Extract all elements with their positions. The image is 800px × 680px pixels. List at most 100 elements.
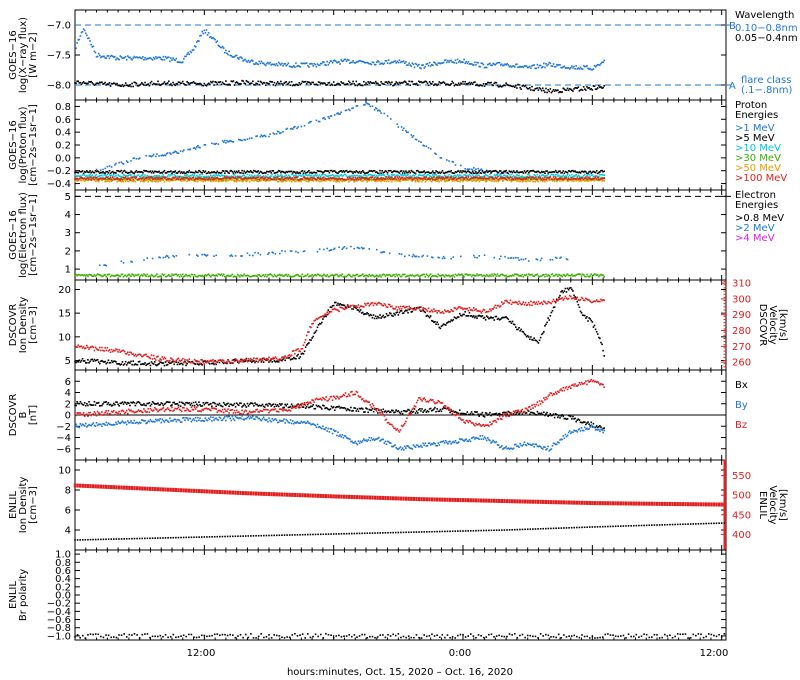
data-point — [225, 179, 227, 181]
data-point — [422, 144, 424, 147]
data-point — [171, 179, 173, 182]
data-point — [444, 274, 447, 276]
data-point — [250, 137, 253, 140]
data-point — [502, 274, 504, 276]
data-point — [369, 105, 372, 108]
data-point — [547, 172, 549, 174]
data-point — [388, 62, 391, 65]
data-point — [291, 84, 294, 87]
data-point — [436, 178, 438, 181]
data-point — [291, 66, 294, 68]
data-point — [437, 176, 440, 179]
data-point — [148, 155, 151, 157]
data-point — [591, 68, 594, 71]
data-point — [164, 83, 167, 85]
data-point — [147, 83, 150, 85]
data-point — [492, 84, 494, 87]
data-point — [111, 83, 114, 85]
data-point — [444, 175, 447, 178]
data-point — [136, 84, 139, 87]
data-point — [213, 143, 215, 145]
data-point — [352, 274, 354, 277]
data-point — [343, 180, 346, 182]
data-point — [273, 175, 276, 178]
data-point — [342, 60, 345, 62]
data-point — [314, 178, 317, 180]
data-point — [380, 174, 382, 177]
data-point — [475, 171, 477, 173]
data-point — [78, 178, 81, 180]
data-point — [352, 172, 354, 175]
data-point — [305, 171, 308, 174]
data-point — [355, 273, 358, 276]
data-point — [361, 176, 364, 179]
data-point — [489, 178, 491, 180]
data-point — [322, 117, 324, 120]
data-point — [142, 56, 144, 58]
data-point — [249, 82, 252, 85]
data-point — [246, 61, 249, 63]
data-point — [215, 180, 217, 182]
data-point — [150, 273, 153, 276]
data-point — [573, 274, 575, 277]
data-point — [278, 179, 281, 182]
data-point — [200, 171, 202, 174]
data-point — [81, 178, 84, 181]
data-point — [233, 179, 236, 182]
data-point — [441, 81, 444, 84]
data-point — [401, 60, 404, 63]
data-point — [215, 173, 217, 176]
data-point — [518, 174, 520, 177]
data-point — [177, 274, 180, 276]
data-point — [89, 40, 91, 42]
data-point — [555, 173, 558, 176]
data-point — [494, 273, 497, 276]
data-point — [357, 83, 360, 86]
data-point — [135, 178, 138, 181]
data-point — [358, 82, 361, 85]
data-point — [275, 177, 278, 180]
data-point — [455, 178, 458, 181]
data-point — [92, 360, 95, 362]
data-point — [580, 275, 583, 277]
data-point — [402, 178, 405, 180]
data-point — [584, 173, 586, 176]
data-point — [572, 178, 574, 181]
data-point — [372, 61, 375, 64]
series-blue — [98, 245, 569, 267]
data-point — [489, 62, 491, 65]
data-point — [179, 179, 182, 182]
data-point — [102, 168, 104, 171]
data-point — [409, 84, 412, 87]
data-point — [144, 274, 146, 276]
data-point — [481, 84, 484, 87]
data-point — [184, 179, 186, 182]
data-point — [546, 176, 548, 179]
data-point — [560, 91, 562, 94]
data-point — [378, 61, 380, 63]
data-point — [408, 177, 410, 179]
data-point — [386, 172, 389, 174]
data-point — [497, 175, 500, 178]
data-point — [74, 180, 76, 183]
data-point — [198, 146, 200, 149]
data-point — [460, 274, 462, 276]
data-point — [404, 172, 406, 174]
data-point — [83, 177, 86, 179]
data-point — [288, 81, 291, 83]
data-point — [276, 64, 279, 67]
data-point — [363, 104, 365, 106]
data-point — [192, 49, 195, 51]
data-point — [580, 88, 583, 91]
data-point — [234, 171, 237, 174]
data-point — [90, 358, 92, 361]
data-point — [134, 180, 137, 183]
data-point — [277, 274, 280, 277]
data-point — [464, 174, 466, 176]
data-point — [83, 29, 86, 32]
data-point — [266, 275, 268, 278]
data-point — [208, 172, 211, 174]
data-point — [217, 143, 220, 145]
data-point — [377, 178, 379, 180]
data-point — [590, 178, 593, 181]
